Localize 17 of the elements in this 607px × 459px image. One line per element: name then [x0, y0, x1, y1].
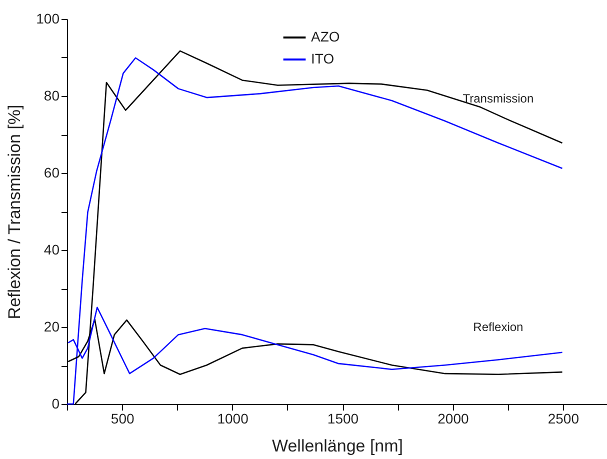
y-tick-label: 0 — [52, 396, 60, 412]
x-tick-label: 1500 — [327, 410, 359, 426]
y-tick-label: 80 — [44, 88, 60, 104]
y-tick-label: 40 — [44, 242, 60, 258]
x-axis-title: Wellenlänge [nm] — [272, 436, 404, 456]
y-tick-label: 60 — [44, 164, 60, 180]
y-axis-title: Reflexion / Transmission [%] — [5, 104, 24, 320]
x-tick-label: 1000 — [217, 410, 249, 426]
x-tick-label: 2000 — [438, 410, 469, 426]
y-tick-label: 20 — [44, 318, 60, 334]
annotation: Transmission — [462, 91, 534, 106]
legend-label: AZO — [311, 28, 340, 44]
annotation: Reflexion — [473, 320, 524, 334]
x-tick-label: 2500 — [548, 410, 580, 426]
y-tick-label: 100 — [36, 10, 60, 26]
legend-label: ITO — [311, 50, 334, 66]
x-tick-label: 500 — [110, 410, 134, 426]
